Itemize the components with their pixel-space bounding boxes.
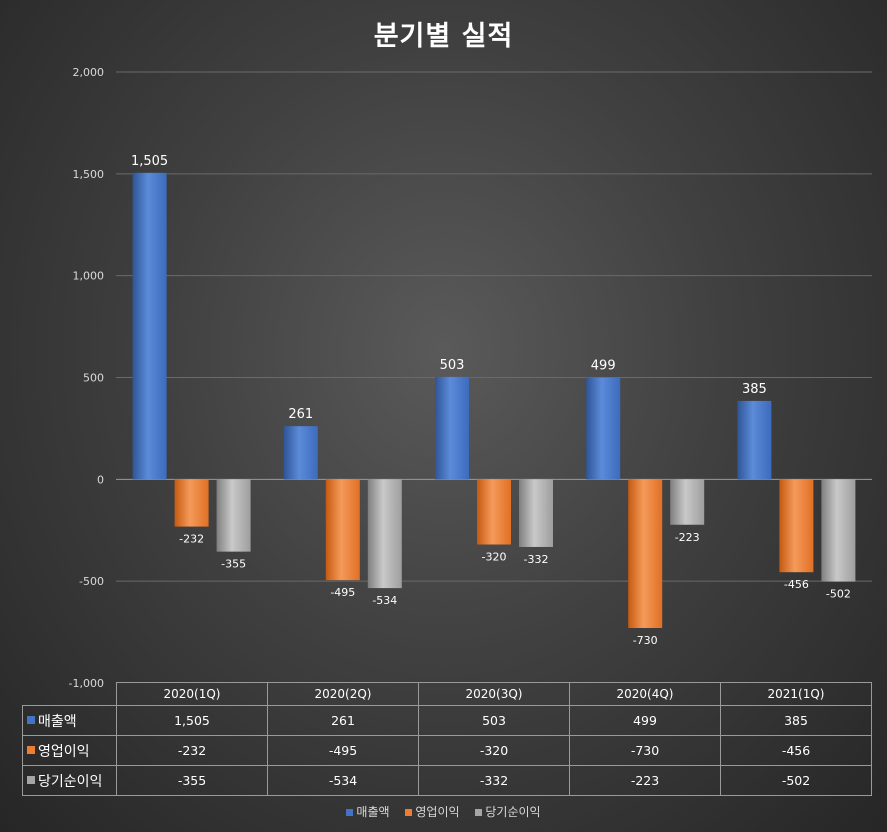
table-cell: 385 (720, 705, 872, 736)
table-row-header: 당기순이익 (22, 765, 117, 796)
table-cell: -355 (116, 765, 268, 796)
bar (586, 377, 621, 480)
data-label: -495 (330, 586, 355, 599)
legend-swatch-icon (405, 809, 413, 816)
table-header-category: 2020(1Q) (116, 682, 268, 706)
table-row-sales: 매출액 1,505 261 503 499 385 (22, 705, 872, 736)
bar (737, 400, 772, 480)
table-cell: -223 (569, 765, 721, 796)
table-row-operating-profit: 영업이익 -232 -495 -320 -730 -456 (22, 735, 872, 766)
legend-label: 당기순이익 (485, 805, 541, 819)
table-cell: -332 (418, 765, 570, 796)
bar (216, 479, 251, 552)
legend-item-sales: 매출액 (346, 803, 390, 820)
y-tick-label: 2,000 (73, 66, 105, 79)
data-label: 385 (742, 382, 767, 397)
table-cell: -534 (267, 765, 419, 796)
data-label: -730 (633, 634, 658, 647)
y-tick-label: 1,500 (73, 168, 105, 181)
table-corner (22, 682, 117, 706)
series-name: 당기순이익 (38, 773, 103, 790)
series-swatch-icon (27, 745, 35, 754)
data-label: -456 (784, 578, 809, 591)
table-row-net-income: 당기순이익 -355 -534 -332 -223 -502 (22, 765, 872, 796)
table-cell: -320 (418, 735, 570, 766)
bar (132, 172, 167, 480)
legend-item-net-income: 당기순이익 (475, 803, 541, 820)
table-header-row: 2020(1Q) 2020(2Q) 2020(3Q) 2020(4Q) 2021… (22, 682, 872, 706)
legend-label: 매출액 (356, 805, 390, 819)
y-tick-label: 0 (97, 473, 104, 486)
table-cell: -456 (720, 735, 872, 766)
bar (283, 426, 318, 480)
bar (435, 376, 469, 480)
table-cell: 499 (569, 705, 721, 736)
legend-swatch-icon (475, 809, 483, 816)
bar (325, 479, 360, 581)
legend: 매출액 영업이익 당기순이익 (0, 803, 887, 820)
series-name: 매출액 (38, 713, 77, 730)
bar (174, 479, 209, 527)
legend-swatch-icon (346, 809, 354, 816)
bar (821, 479, 856, 582)
bar (519, 479, 553, 547)
series-swatch-icon (27, 775, 35, 784)
table-header-category: 2020(3Q) (418, 682, 570, 706)
bar (477, 479, 511, 545)
table-header-category: 2020(2Q) (267, 682, 419, 706)
chart-title: 분기별 실적 (373, 21, 514, 52)
table-cell: 1,505 (116, 705, 268, 736)
legend-item-operating-profit: 영업이익 (405, 803, 460, 820)
y-tick-label: -500 (79, 575, 104, 588)
data-label: 503 (440, 358, 465, 373)
bar (779, 479, 814, 573)
bar (628, 479, 663, 629)
table-cell: 261 (267, 705, 419, 736)
data-label: -355 (221, 558, 246, 571)
bar (670, 479, 705, 525)
data-label: -332 (524, 553, 549, 566)
data-label: 1,505 (131, 154, 168, 169)
data-label: -502 (826, 588, 851, 601)
data-label: 499 (591, 359, 616, 374)
series-name: 영업이익 (38, 743, 90, 760)
table-row-header: 매출액 (22, 705, 117, 736)
table-cell: 503 (418, 705, 570, 736)
bar (367, 479, 402, 589)
table-cell: -495 (267, 735, 419, 766)
table-header-category: 2021(1Q) (720, 682, 872, 706)
data-label: -232 (179, 533, 204, 546)
data-label: -534 (372, 594, 397, 607)
table-cell: -502 (720, 765, 872, 796)
table-cell: -232 (116, 735, 268, 766)
table-header-category: 2020(4Q) (569, 682, 721, 706)
data-label: -223 (675, 531, 700, 544)
data-label: -320 (482, 551, 507, 564)
table-cell: -730 (569, 735, 721, 766)
legend-label: 영업이익 (415, 805, 460, 819)
series-swatch-icon (27, 715, 35, 724)
table-row-header: 영업이익 (22, 735, 117, 766)
y-tick-label: 1,000 (73, 270, 105, 283)
data-table: 2020(1Q) 2020(2Q) 2020(3Q) 2020(4Q) 2021… (22, 682, 872, 796)
data-label: 261 (288, 407, 313, 422)
y-tick-label: 500 (83, 372, 104, 385)
